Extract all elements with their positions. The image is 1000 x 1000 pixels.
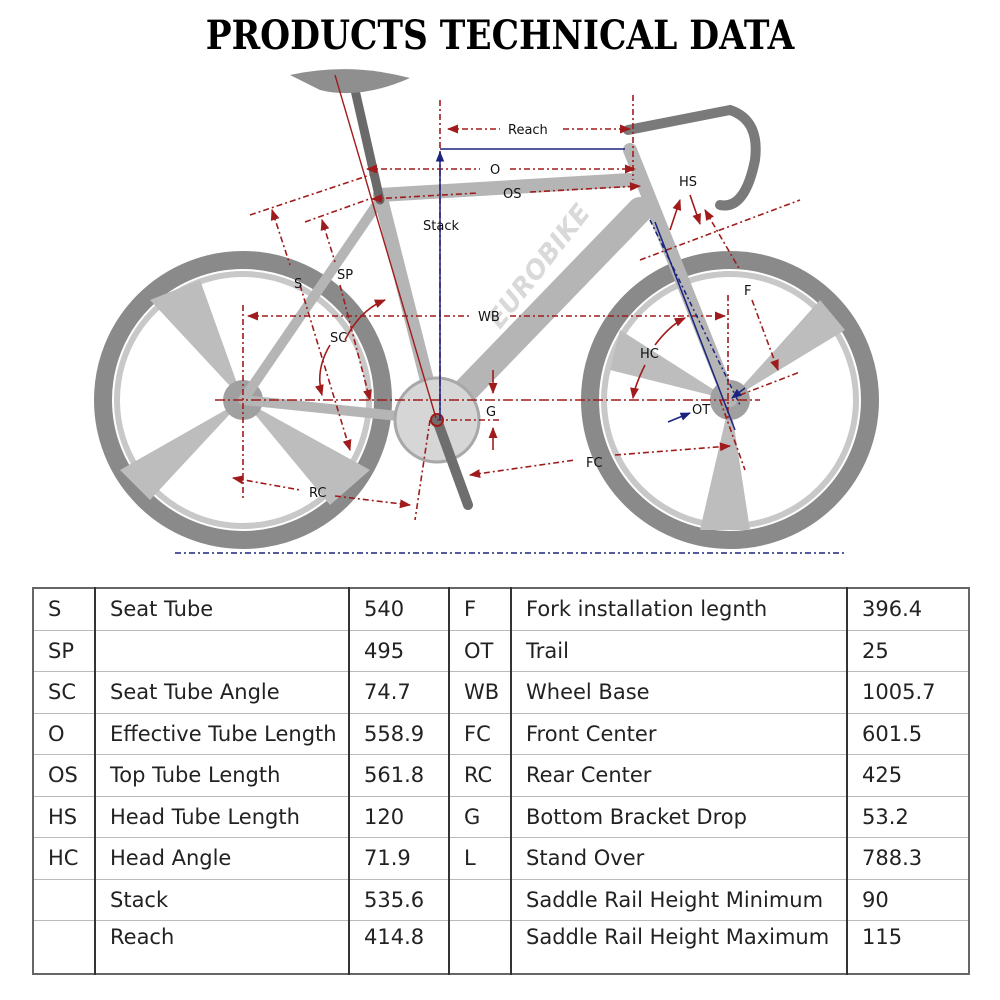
spec-table: S Seat Tube 540 F Fork installation legn… bbox=[32, 587, 970, 975]
label-o: O bbox=[490, 163, 500, 178]
table-row: HS Head Tube Length 120 G Bottom Bracket… bbox=[33, 796, 969, 838]
handlebar bbox=[623, 104, 761, 211]
label-stack: Stack bbox=[423, 219, 459, 234]
spec-value: 71.9 bbox=[348, 837, 449, 880]
spec-value: 120 bbox=[348, 796, 449, 838]
table-row: Reach 414.8 Saddle Rail Height Maximum 1… bbox=[33, 920, 969, 975]
spec-code: WB bbox=[448, 671, 511, 714]
label-ot: OT bbox=[692, 403, 710, 418]
spec-code bbox=[448, 879, 511, 921]
spec-name: Seat Tube Angle bbox=[94, 671, 349, 714]
spec-value: 535.6 bbox=[348, 879, 449, 921]
spec-code: G bbox=[448, 796, 511, 838]
spec-name: Stack bbox=[94, 879, 349, 921]
spec-code: L bbox=[448, 837, 511, 880]
table-row: OS Top Tube Length 561.8 RC Rear Center … bbox=[33, 754, 969, 797]
label-rc: RC bbox=[309, 486, 326, 501]
spec-code bbox=[33, 879, 95, 921]
label-s: S bbox=[294, 277, 302, 292]
page-title: PRODUCTS TECHNICAL DATA bbox=[205, 12, 795, 59]
spec-code: SP bbox=[33, 630, 95, 672]
spec-value: 425 bbox=[846, 754, 969, 797]
spec-name: Saddle Rail Height Maximum bbox=[510, 920, 847, 974]
spec-name: Bottom Bracket Drop bbox=[510, 796, 847, 838]
spec-name: Front Center bbox=[510, 713, 847, 755]
table-row: SC Seat Tube Angle 74.7 WB Wheel Base 10… bbox=[33, 671, 969, 714]
spec-code bbox=[33, 921, 95, 975]
spec-value: 53.2 bbox=[846, 796, 969, 838]
spec-value: 115 bbox=[846, 920, 969, 974]
label-os: OS bbox=[503, 187, 521, 202]
spec-name: Stand Over bbox=[510, 837, 847, 880]
spec-name: Fork installation legnth bbox=[510, 588, 847, 631]
spec-value: 561.8 bbox=[348, 754, 449, 797]
spec-code: RC bbox=[448, 754, 511, 797]
spec-code: O bbox=[33, 713, 95, 755]
spec-code: OS bbox=[33, 754, 95, 797]
label-sp: SP bbox=[337, 268, 353, 283]
spec-value: 601.5 bbox=[846, 713, 969, 755]
spec-code: S bbox=[33, 588, 95, 631]
spec-name: Effective Tube Length bbox=[94, 713, 349, 755]
spec-code bbox=[448, 920, 511, 974]
spec-name: Head Tube Length bbox=[94, 796, 349, 838]
bicycle-illustration: EUROBIKE bbox=[94, 69, 879, 549]
spec-name: Head Angle bbox=[94, 837, 349, 880]
crank-arm bbox=[432, 415, 473, 510]
spec-code: HS bbox=[33, 796, 95, 838]
table-row: SP 495 OT Trail 25 bbox=[33, 630, 969, 672]
spec-value: 90 bbox=[846, 879, 969, 921]
rear-wheel bbox=[94, 251, 392, 549]
label-sc: SC bbox=[330, 331, 347, 346]
table-row: S Seat Tube 540 F Fork installation legn… bbox=[33, 588, 969, 631]
spec-name bbox=[94, 630, 349, 672]
spec-code: F bbox=[448, 588, 511, 631]
label-f: F bbox=[744, 284, 751, 299]
spec-name: Seat Tube bbox=[94, 588, 349, 631]
label-fc: FC bbox=[586, 456, 603, 471]
spec-code: SC bbox=[33, 671, 95, 714]
spec-value: 414.8 bbox=[348, 920, 449, 974]
spec-name: Trail bbox=[510, 630, 847, 672]
spec-code: OT bbox=[448, 630, 511, 672]
spec-value: 396.4 bbox=[846, 588, 969, 631]
spec-code: HC bbox=[33, 837, 95, 880]
table-row: HC Head Angle 71.9 L Stand Over 788.3 bbox=[33, 837, 969, 880]
spec-name: Rear Center bbox=[510, 754, 847, 797]
spec-name: Top Tube Length bbox=[94, 754, 349, 797]
blue-dimension-lines bbox=[435, 148, 746, 431]
dimension-labels: Reach O OS Stack HS S SP SC WB F HC OT G… bbox=[294, 123, 751, 501]
spec-value: 495 bbox=[348, 630, 449, 672]
label-reach: Reach bbox=[508, 123, 548, 138]
spec-name: Saddle Rail Height Minimum bbox=[510, 879, 847, 921]
saddle bbox=[290, 69, 410, 94]
spec-value: 788.3 bbox=[846, 837, 969, 880]
spec-value: 74.7 bbox=[348, 671, 449, 714]
label-hs: HS bbox=[679, 175, 697, 190]
table-row: Stack 535.6 Saddle Rail Height Minimum 9… bbox=[33, 879, 969, 921]
label-wb: WB bbox=[478, 310, 500, 325]
spec-value: 540 bbox=[348, 588, 449, 631]
label-hc: HC bbox=[640, 347, 659, 362]
spec-value: 558.9 bbox=[348, 713, 449, 755]
bike-geometry-diagram: EUROBIKE bbox=[94, 69, 879, 554]
spec-code: FC bbox=[448, 713, 511, 755]
spec-name: Wheel Base bbox=[510, 671, 847, 714]
label-g: G bbox=[486, 405, 496, 420]
spec-value: 1005.7 bbox=[846, 671, 969, 714]
table-row: O Effective Tube Length 558.9 FC Front C… bbox=[33, 713, 969, 755]
spec-name: Reach bbox=[94, 920, 349, 974]
spec-value: 25 bbox=[846, 630, 969, 672]
